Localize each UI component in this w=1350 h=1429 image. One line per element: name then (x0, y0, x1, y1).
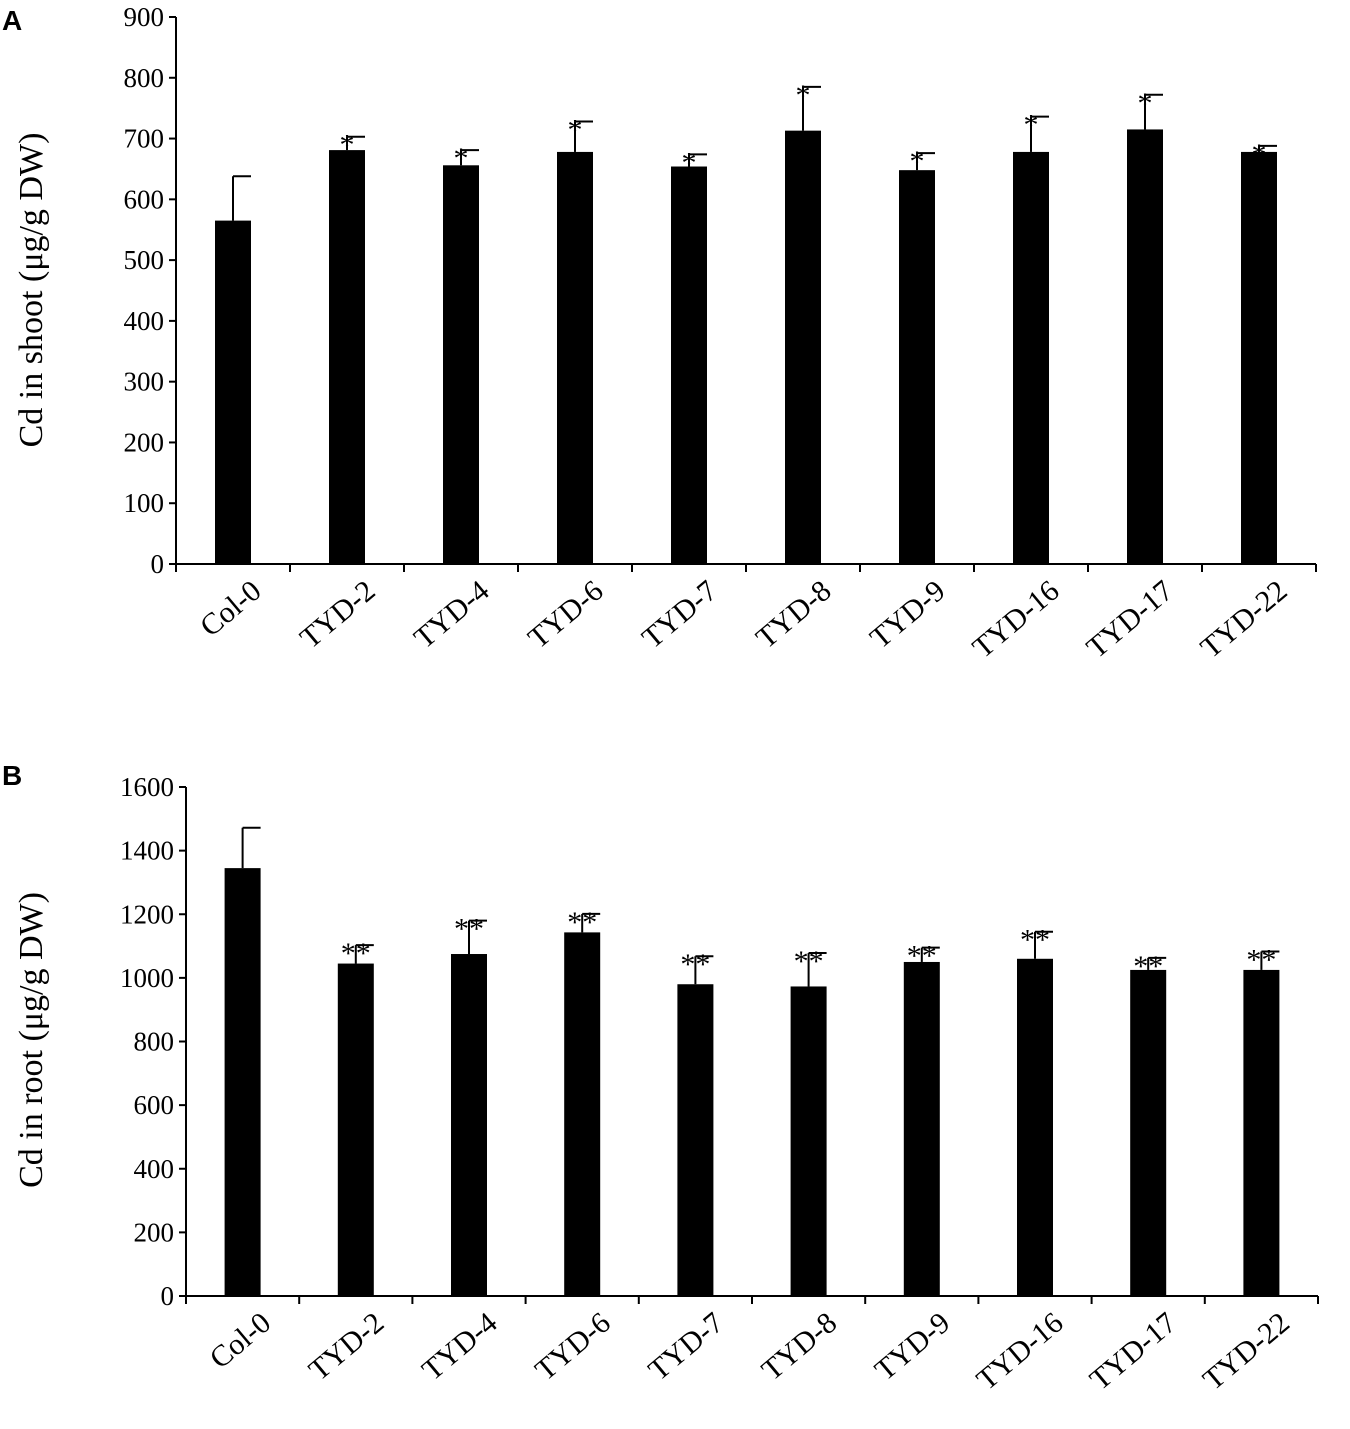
significance-marker: * (454, 142, 469, 175)
x-tick-label: TYD-2 (294, 574, 382, 655)
bar (903, 961, 940, 1296)
bar (671, 166, 707, 564)
x-tick-label: TYD-2 (303, 1306, 391, 1387)
x-tick-label: TYD-6 (529, 1306, 617, 1387)
x-tick-label: TYD-8 (756, 1306, 844, 1387)
y-tick-label: 0 (151, 549, 165, 579)
significance-marker: ** (794, 945, 824, 978)
y-tick-label: 1000 (120, 963, 174, 993)
x-tick-label: TYD-9 (864, 574, 952, 655)
x-tick-label: TYD-7 (636, 574, 724, 655)
bar (1241, 151, 1277, 564)
significance-marker: * (568, 114, 583, 147)
significance-marker: ** (454, 913, 484, 946)
y-tick-label: 200 (124, 427, 165, 457)
bar (677, 984, 714, 1296)
significance-marker: * (1138, 87, 1153, 120)
panel-b: B Cd in root (μg/g DW) 0 200 400 600 800 1000… (2, 760, 1319, 1397)
significance-marker: ** (680, 948, 710, 981)
bar (557, 151, 593, 564)
x-tick-label: TYD-4 (408, 574, 496, 655)
x-tick-label: TYD-17 (1084, 1306, 1183, 1397)
significance-marker: ** (1133, 950, 1163, 983)
bar (1127, 129, 1163, 564)
y-tick-label: 400 (124, 306, 165, 336)
y-tick-label: 1400 (120, 836, 174, 866)
bar (215, 220, 251, 564)
significance-marker: * (1024, 109, 1039, 142)
x-tick-label: TYD-9 (869, 1306, 957, 1387)
x-tick-label: TYD-6 (522, 574, 610, 655)
bar (1130, 969, 1167, 1296)
y-tick-label: 0 (161, 1281, 175, 1311)
significance-marker: ** (1020, 924, 1050, 957)
bar (337, 963, 374, 1296)
y-tick-label: 400 (134, 1154, 175, 1184)
y-tick-label: 900 (124, 2, 165, 32)
x-tick-label: TYD-8 (750, 574, 838, 655)
y-tick-label: 1200 (120, 899, 174, 929)
bar (1243, 969, 1280, 1296)
panel-a: A Cd in shoot (μg/g DW) 0 100 200 300 400 500… (2, 2, 1317, 665)
x-tick-label: TYD-22 (1194, 574, 1293, 665)
significance-marker: * (796, 79, 811, 112)
significance-marker: ** (341, 937, 371, 970)
bar (443, 165, 479, 564)
x-tick-label: TYD-22 (1197, 1306, 1296, 1397)
y-tick-label: 200 (134, 1217, 175, 1247)
significance-marker: ** (567, 906, 597, 939)
y-tick-label: 600 (134, 1090, 175, 1120)
y-tick-label: 1600 (120, 772, 174, 802)
bar (451, 954, 487, 1296)
x-tick-label: Col-0 (194, 574, 268, 643)
panel-letter: A (2, 5, 22, 36)
significance-marker: ** (1246, 943, 1276, 976)
y-tick-label: 800 (124, 63, 165, 93)
y-tick-label: 800 (134, 1027, 175, 1057)
y-axis-title: Cd in shoot (μg/g DW) (13, 133, 50, 448)
x-tick-label: Col-0 (204, 1306, 278, 1375)
significance-marker: * (910, 145, 925, 178)
significance-marker: * (1252, 138, 1267, 171)
significance-marker: * (682, 146, 697, 179)
bar (1017, 958, 1053, 1296)
y-tick-label: 600 (124, 184, 165, 214)
bar (564, 932, 601, 1296)
bar (790, 986, 827, 1296)
x-tick-label: TYD-17 (1080, 574, 1179, 665)
bar (329, 150, 365, 564)
x-tick-label: TYD-16 (966, 574, 1065, 665)
x-tick-label: TYD-4 (416, 1306, 504, 1387)
bar (785, 130, 821, 564)
bar (1013, 151, 1049, 564)
x-tick-label: TYD-16 (970, 1306, 1069, 1397)
bar (224, 868, 261, 1296)
y-tick-label: 100 (124, 488, 165, 518)
bar (899, 170, 935, 564)
x-tick-label: TYD-7 (642, 1306, 730, 1387)
y-axis-title: Cd in root (μg/g DW) (13, 892, 50, 1188)
y-tick-label: 500 (124, 245, 165, 275)
significance-marker: ** (907, 940, 937, 973)
significance-marker: * (340, 129, 355, 162)
y-tick-label: 300 (124, 367, 165, 397)
y-tick-label: 700 (124, 124, 165, 154)
panel-letter: B (2, 760, 22, 791)
